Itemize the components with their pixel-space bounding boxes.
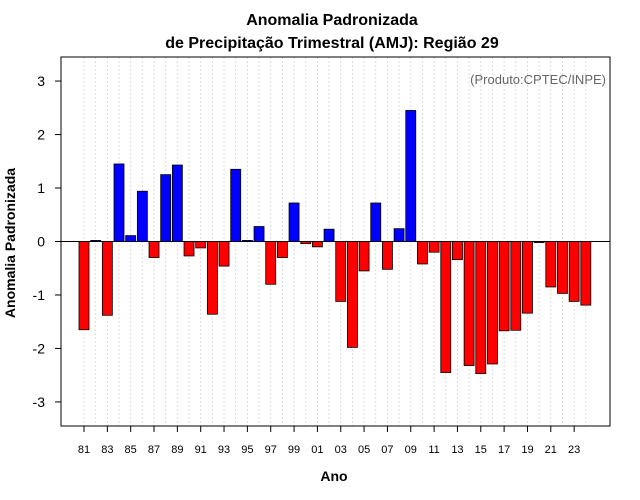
x-tick-label: 15 (475, 444, 487, 456)
y-tick-label: -2 (33, 340, 46, 356)
y-axis: -3 -2 -1 0 1 2 3 (33, 73, 61, 410)
x-tick-label: 21 (545, 444, 557, 456)
bar-2024 (580, 241, 592, 306)
bar-1995 (241, 240, 253, 242)
bar-2011 (428, 241, 440, 253)
x-tick-label: 05 (358, 444, 370, 456)
bar-2002 (323, 228, 335, 242)
x-tick-label: 91 (195, 444, 207, 456)
bar-1997 (265, 241, 277, 285)
x-tick-label: 93 (218, 444, 230, 456)
x-tick-label: 99 (288, 444, 300, 456)
bar-2016 (487, 241, 498, 365)
credit-label: (Produto:CPTEC/INPE) (470, 72, 606, 87)
bar-2010 (417, 241, 428, 265)
x-tick-label: 11 (428, 444, 439, 456)
x-tick-label: 81 (78, 444, 90, 456)
bar-1993 (218, 241, 230, 267)
bar-1991 (195, 241, 207, 249)
bar-2021 (545, 241, 557, 288)
bar-2006 (370, 202, 382, 242)
bar-2005 (358, 241, 370, 272)
x-tick-label: 89 (171, 444, 183, 456)
bar-2004 (347, 241, 358, 348)
bar-2019 (522, 241, 533, 314)
chart-subtitle: de Precipitação Trimestral (AMJ): Região… (165, 35, 499, 52)
x-tick-label: 23 (568, 444, 580, 456)
x-axis: 81 83 85 87 89 91 93 95 97 99 01 03 05 07 09 11 13 15 17 19… (78, 426, 580, 456)
x-tick-label: 01 (311, 444, 323, 456)
y-tick-label: 2 (37, 127, 45, 143)
bar-1988 (160, 174, 172, 242)
x-tick-label: 85 (125, 444, 137, 456)
y-tick-label: -1 (33, 287, 46, 303)
bar-2023 (568, 241, 580, 302)
bar-1999 (288, 202, 300, 242)
bar-2000 (300, 241, 312, 245)
bar-2009 (405, 110, 417, 242)
x-tick-label: 97 (265, 444, 277, 456)
bar-2003 (335, 241, 347, 302)
bar-1985 (125, 235, 137, 242)
bar-2015 (475, 241, 487, 374)
bar-2007 (382, 241, 393, 270)
bar-1981 (78, 241, 90, 331)
x-tick-label: 07 (381, 444, 393, 456)
x-tick-label: 03 (335, 444, 347, 456)
bar-1984 (113, 163, 125, 242)
bar-2012 (440, 241, 452, 373)
x-tick-label: 83 (101, 444, 113, 456)
bar-1994 (230, 168, 242, 242)
bar-1987 (148, 241, 160, 258)
bar-1983 (101, 241, 113, 316)
y-axis-title: Anomalia Padronizada (2, 168, 18, 318)
bar-1992 (206, 241, 218, 315)
bar-1989 (171, 164, 183, 242)
bars-group (78, 110, 592, 374)
x-axis-title: Ano (320, 468, 347, 484)
x-tick-label: 17 (498, 444, 510, 456)
bar-1986 (136, 190, 148, 242)
y-tick-label: 0 (37, 234, 45, 250)
bar-2022 (557, 241, 568, 294)
bar-1996 (253, 226, 265, 242)
bar-2001 (311, 241, 323, 248)
x-tick-label: 13 (451, 444, 463, 456)
bar-2020 (533, 241, 545, 243)
bar-2008 (393, 228, 405, 242)
bar-2018 (510, 241, 522, 331)
x-tick-label: 87 (148, 444, 160, 456)
x-tick-label: 19 (521, 444, 533, 456)
x-tick-label: 95 (241, 444, 253, 456)
y-tick-label: 1 (37, 180, 45, 196)
bar-1982 (90, 240, 102, 242)
y-tick-label: -3 (33, 394, 46, 410)
x-tick-label: 09 (405, 444, 417, 456)
bar-2013 (452, 241, 463, 261)
bar-2017 (498, 241, 510, 332)
y-tick-label: 3 (37, 73, 45, 89)
bar-1998 (276, 241, 288, 258)
bar-1990 (183, 241, 195, 257)
chart-title: Anomalia Padronizada (246, 12, 418, 29)
bar-2014 (463, 241, 475, 366)
